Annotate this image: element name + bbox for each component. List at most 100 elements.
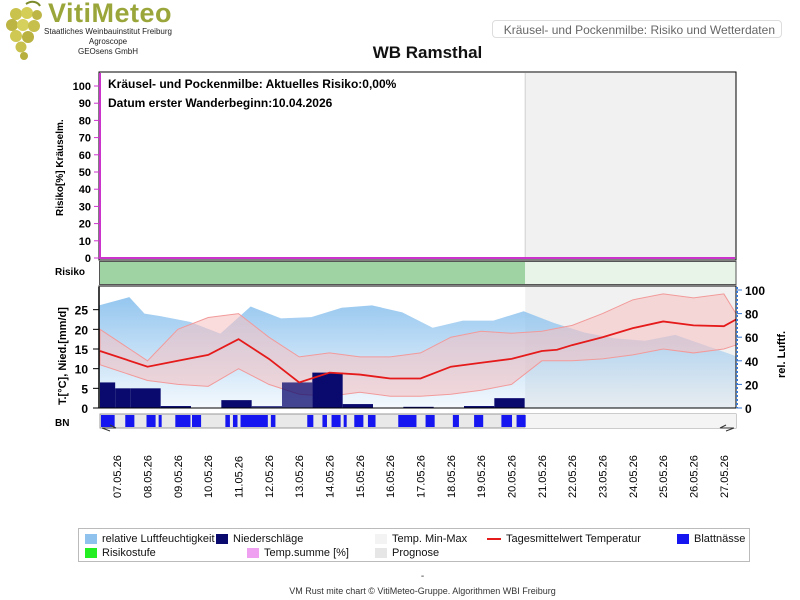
leaf-wetness-forecast — [525, 414, 736, 428]
humidity-area-path — [99, 297, 736, 408]
x-tick-label: 15.05.26 — [355, 455, 367, 498]
right-tick-label: 40 — [745, 355, 759, 369]
precip-bar — [312, 372, 343, 408]
leaf-wetness-segment — [240, 415, 268, 427]
legend-label: Blattnässe — [694, 533, 746, 545]
left-tick-label: 5 — [81, 382, 88, 396]
x-tick-label: 12.05.26 — [264, 455, 276, 498]
x-tick-label: 09.05.26 — [173, 455, 185, 498]
footer-credit: VM Rust mite chart © VitiMeteo-Gruppe. A… — [289, 586, 556, 596]
scroll-right-icon — [719, 424, 735, 432]
leaf-wetness-segment — [158, 415, 162, 427]
humidity-area — [99, 297, 736, 408]
leaf-wetness-segment — [192, 415, 202, 427]
risk-tick-label: 50 — [79, 167, 91, 179]
legend-item-precip: Niederschläge — [216, 532, 303, 546]
logo-line-3: GEOsens GmbH — [77, 47, 138, 56]
leaf-wetness-segment — [225, 415, 230, 427]
risk-level-fill — [100, 262, 526, 284]
legend-swatch — [375, 548, 387, 559]
legend-item-risk-level: Risikostufe — [85, 546, 156, 560]
x-tick-label: 08.05.26 — [143, 455, 155, 498]
risk-forecast-area — [524, 73, 736, 259]
legend-swatch — [375, 534, 387, 545]
leaf-wetness-segment — [270, 415, 276, 427]
precip-bar — [282, 382, 313, 408]
leaf-wetness-segment — [516, 415, 526, 427]
precip-bar — [494, 398, 525, 408]
leaf-wetness-segment — [307, 415, 314, 427]
x-axis-labels: 07.05.26 08.05.26 09.05.26 10.05.26 11.05.26… — [112, 455, 731, 498]
x-tick-label: 14.05.26 — [325, 455, 337, 498]
leaf-wetness-segment — [146, 415, 156, 427]
legend-swatch — [85, 548, 97, 559]
leaf-wetness-segment — [398, 415, 417, 427]
leaf-wetness-strip — [99, 413, 737, 432]
x-tick-label: 13.05.26 — [294, 455, 306, 498]
leaf-wetness-segment — [452, 415, 459, 427]
left-tick-label: 15 — [75, 343, 89, 357]
date-info-text: Datum erster Wanderbeginn:10.04.2026 — [108, 96, 333, 110]
legend-label: Risikostufe — [102, 547, 156, 559]
x-tick-label: 18.05.26 — [446, 455, 458, 498]
weather-left-axis: 0 5 10 15 20 25 — [75, 287, 100, 416]
leaf-wetness-segment — [125, 415, 135, 427]
leaf-wetness-segment — [175, 415, 191, 427]
scroll-left-icon — [101, 424, 117, 432]
x-tick-label: 24.05.26 — [628, 455, 640, 498]
legend-swatch — [487, 538, 501, 541]
left-tick-label: 25 — [75, 304, 89, 318]
header-label: Kräusel- und Pockenmilbe: Risiko und Wet… — [492, 20, 782, 38]
legend-item-temp-sum: Temp.summe [%] — [247, 546, 349, 560]
weather-right-axis: 0 20 40 60 80 100 — [736, 284, 765, 416]
legend-item-temp-line: Tagesmittelwert Temperatur — [487, 532, 641, 546]
legend-item-temp-band: Temp. Min-Max — [375, 532, 467, 546]
risk-y-axis: 0 10 20 30 40 50 60 70 80 90 100 — [73, 73, 101, 265]
weather-left-axis-label: T.[°C], Nied.[mm/d] — [57, 307, 69, 405]
left-tick-label: 20 — [75, 323, 89, 337]
leaf-wetness-segment — [101, 415, 115, 427]
risk-level-band — [99, 261, 737, 285]
precip-bar — [130, 388, 161, 408]
risk-level-forecast-fill — [525, 262, 736, 284]
legend-item-humidity: relative Luftfeuchtigkeit — [85, 532, 215, 546]
x-tick-label: 11.05.26 — [234, 456, 246, 498]
risk-tick-label: 90 — [79, 98, 91, 110]
left-tick-label: 10 — [75, 363, 89, 377]
logo-title: VitiMeteo — [48, 0, 173, 28]
leaf-wetness-segment — [343, 415, 347, 427]
x-tick-label: 16.05.26 — [385, 455, 397, 498]
leaf-wetness-segment — [232, 415, 238, 427]
leaf-wetness-segment — [474, 415, 484, 427]
right-tick-label: 80 — [745, 308, 759, 322]
legend-label: Niederschläge — [233, 533, 304, 545]
weather-right-axis-label: rel. Luftf. — [776, 331, 788, 378]
page-title: WB Ramsthal — [372, 43, 483, 62]
x-tick-label: 21.05.26 — [537, 455, 549, 498]
x-tick-label: 20.05.26 — [507, 455, 519, 498]
risk-tick-label: 70 — [79, 133, 91, 145]
logo-line-1: Staatliches Weinbauinstitut Freiburg — [44, 27, 172, 36]
precip-bar — [115, 388, 131, 408]
precipitation-bars — [100, 372, 525, 408]
x-tick-label: 19.05.26 — [476, 455, 488, 498]
precip-bar — [342, 404, 373, 408]
legend-label: Prognose — [392, 547, 440, 559]
legend-swatch — [216, 534, 228, 545]
precip-bar — [251, 406, 282, 408]
precip-bar — [100, 382, 116, 408]
leaf-wetness-segment — [425, 415, 435, 427]
legend-swatch — [247, 548, 259, 559]
x-tick-label: 27.05.26 — [719, 455, 731, 498]
risk-band-border — [99, 261, 737, 285]
right-tick-label: 100 — [745, 284, 765, 298]
x-tick-label: 25.05.26 — [658, 455, 670, 498]
right-tick-label: 0 — [745, 402, 752, 416]
footer-dash: - — [420, 571, 425, 582]
risk-forecast-fill — [525, 73, 736, 259]
x-tick-label: 17.05.26 — [416, 455, 428, 498]
leaf-wetness-segment — [367, 415, 376, 427]
legend-swatch — [85, 534, 97, 545]
legend-label: Tagesmittelwert Temperatur — [506, 533, 641, 545]
leaf-wetness-segment — [322, 415, 327, 427]
